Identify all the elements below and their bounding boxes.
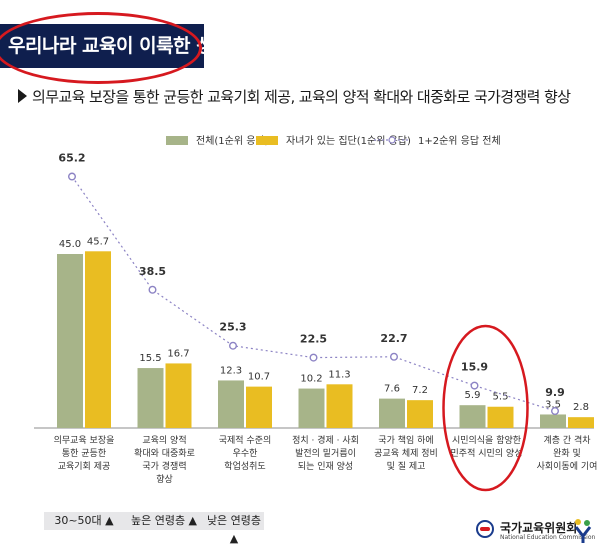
category-label-1-2: 국가 경쟁력 xyxy=(142,460,186,472)
bar-label-series1-1: 15.5 xyxy=(139,353,161,364)
line-point-4 xyxy=(390,352,399,361)
bar-series2-4 xyxy=(407,400,433,428)
badge-younger: 낮은 연령층 ▲ xyxy=(204,512,264,545)
bar-series1-1 xyxy=(137,368,164,428)
category-label-6-2: 사회이동에 기여 xyxy=(537,460,598,472)
legend-swatch-series1 xyxy=(166,136,188,145)
badge-older: 높은 연령층 ▲ xyxy=(124,512,204,530)
category-label-5-0: 시민의식을 함양한 xyxy=(452,435,521,446)
bar-series1-6 xyxy=(540,414,566,428)
legend-label-series2: 자녀가 있는 집단(1순위 응답) xyxy=(286,136,411,147)
category-label-1-1: 확대와 대중화로 xyxy=(134,447,195,459)
bar-label-series1-2: 12.3 xyxy=(220,365,242,376)
bar-series1-5 xyxy=(459,405,486,428)
line-point-6 xyxy=(551,407,560,416)
line-label-1: 38.5 xyxy=(139,265,166,278)
bar-label-series2-4: 7.2 xyxy=(412,385,428,396)
org-name-en: National Education Commission xyxy=(500,534,596,541)
emblem-icon xyxy=(476,520,494,538)
bar-label-series1-0: 45.0 xyxy=(59,239,81,250)
legend-item-series3: 1+2순위 응답 전체 xyxy=(374,132,501,147)
category-label-1-0: 교육의 양적 xyxy=(142,434,186,446)
bar-series1-3 xyxy=(298,388,325,428)
line-point-3 xyxy=(309,353,318,362)
category-label-3-1: 발전의 밑거름이 xyxy=(295,447,356,459)
subtitle-text: 의무교육 보장을 통한 균등한 교육기회 제공, 교육의 양적 확대와 대중화로… xyxy=(32,88,571,106)
bar-label-series1-4: 7.6 xyxy=(384,384,400,395)
bar-series2-0 xyxy=(85,251,111,428)
bar-series1-0 xyxy=(57,254,83,428)
line-label-6: 9.9 xyxy=(545,386,565,399)
line-point-1 xyxy=(148,285,157,294)
category-label-4-2: 및 질 제고 xyxy=(387,460,426,472)
bar-series2-3 xyxy=(326,384,353,428)
triangle-bullet-icon xyxy=(18,89,27,103)
bar-label-series1-6: 3.5 xyxy=(545,399,561,410)
category-label-0-1: 통한 균등한 xyxy=(62,448,106,459)
legend-item-series1: 전체(1순위 응답) xyxy=(166,132,269,147)
line-label-3: 22.5 xyxy=(300,333,327,346)
line-label-4: 22.7 xyxy=(380,332,407,345)
bar-series2-1 xyxy=(165,363,192,428)
legend-item-series2: 자녀가 있는 집단(1순위 응답) xyxy=(256,132,411,147)
line-label-5: 15.9 xyxy=(461,361,488,374)
bar-label-series2-3: 11.3 xyxy=(328,369,350,380)
legend-swatch-series2 xyxy=(256,136,278,145)
subtitle: 의무교육 보장을 통한 균등한 교육기회 제공, 교육의 양적 확대와 대중화로… xyxy=(18,86,571,107)
bar-label-series2-6: 2.8 xyxy=(573,402,589,413)
bar-label-series1-5: 5.9 xyxy=(465,390,481,401)
badge-30-50: 30~50대 ▲ xyxy=(44,512,124,530)
bar-label-series2-2: 10.7 xyxy=(248,372,270,383)
line-point-5 xyxy=(470,381,479,390)
bar-series1-2 xyxy=(218,380,244,428)
org-name: 국가교육위원회 xyxy=(500,521,578,535)
category-label-0-2: 교육기회 제공 xyxy=(58,461,111,472)
bar-label-series2-5: 5.5 xyxy=(493,392,509,403)
legend-label-series3: 1+2순위 응답 전체 xyxy=(418,136,501,147)
highlight-ellipse xyxy=(442,324,529,492)
category-label-3-2: 되는 인재 양성 xyxy=(298,461,353,472)
bar-label-series2-0: 45.7 xyxy=(87,236,109,247)
legend-label-series1: 전체(1순위 응답) xyxy=(196,136,269,147)
commission-mark-icon xyxy=(574,519,592,543)
category-label-2-0: 국제적 수준의 xyxy=(219,434,272,446)
bar-label-series1-3: 10.2 xyxy=(300,374,322,385)
line-point-2 xyxy=(228,341,237,350)
category-label-5-1: 민주적 시민의 양성 xyxy=(451,447,523,459)
legend-line-swatch-icon xyxy=(374,136,410,144)
bar-series2-5 xyxy=(487,406,514,428)
category-label-6-0: 계층 간 격차 xyxy=(543,434,591,446)
category-label-6-1: 완화 및 xyxy=(553,447,581,459)
category-label-0-0: 의무교육 보장을 xyxy=(54,435,115,446)
category-label-4-1: 공교육 체제 정비 xyxy=(374,448,438,459)
title-highlight-ellipse xyxy=(0,12,202,84)
bar-label-series2-1: 16.7 xyxy=(167,348,189,359)
category-label-1-3: 향상 xyxy=(156,473,173,485)
bar-series1-4 xyxy=(379,398,405,428)
org-logo: 국가교육위원회 National Education Commission xyxy=(476,516,596,546)
category-label-3-0: 정치 · 경제 · 사회 xyxy=(292,434,359,446)
line-point-0 xyxy=(67,172,76,181)
bar-series2-2 xyxy=(246,386,272,428)
line-label-0: 65.2 xyxy=(58,152,85,165)
line-label-2: 25.3 xyxy=(219,321,246,334)
category-label-2-1: 우수한 xyxy=(233,448,258,459)
category-label-4-0: 국가 책임 하에 xyxy=(378,434,433,446)
category-label-2-2: 학업성취도 xyxy=(224,461,265,472)
bar-series2-6 xyxy=(568,417,594,428)
